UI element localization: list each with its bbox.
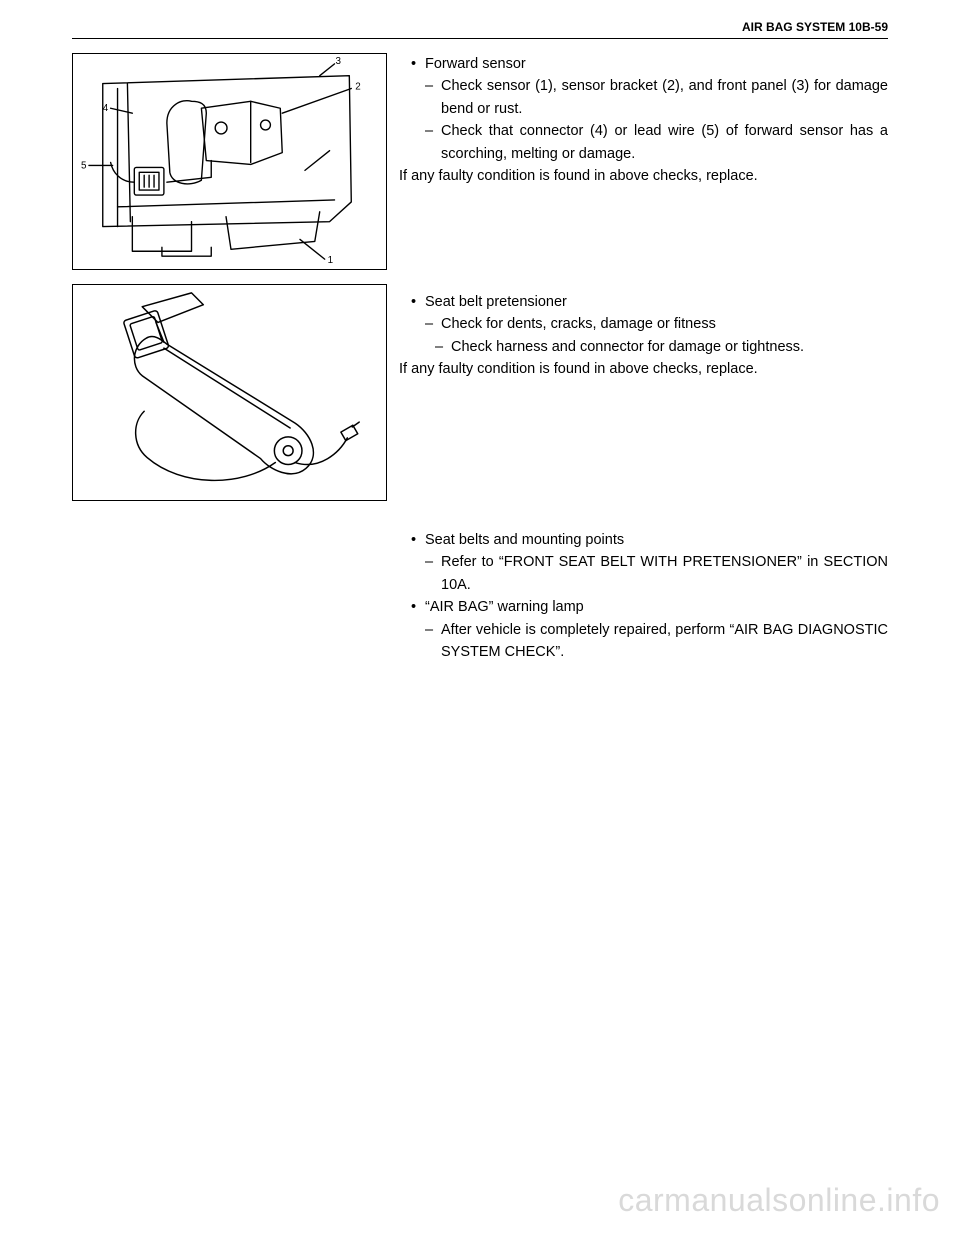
bullet-icon: • [411,291,425,313]
dash-text: Check harness and connector for damage o… [451,336,888,358]
bullet-icon: • [411,53,425,75]
bullet-icon: • [411,596,425,618]
dash-text: Check that connector (4) or lead wire (5… [441,120,888,165]
figure1-label-3: 3 [336,56,342,67]
plain-text: If any faulty condition is found in abov… [399,165,888,187]
dash-icon: – [435,336,451,358]
dash-icon: – [425,75,441,120]
bullet-text: Seat belt pretensioner [425,291,888,313]
section-seatbelts-mounting: • Seat belts and mounting points – Refer… [399,529,888,664]
dash-text: Check for dents, cracks, damage or fitne… [441,313,888,335]
page: AIR BAG SYSTEM 10B-59 [0,0,960,724]
dash-icon: – [425,313,441,335]
dash-icon: – [425,120,441,165]
figure-forward-sensor: 1 2 3 4 5 [72,53,387,270]
dash-icon: – [425,619,441,664]
plain-text: If any faulty condition is found in abov… [399,358,888,380]
bullet-text: Seat belts and mounting points [425,529,888,551]
bullet-icon: • [411,529,425,551]
figure1-label-2: 2 [355,82,360,93]
left-column: 1 2 3 4 5 [72,53,387,684]
watermark: carmanualsonline.info [618,1182,940,1219]
content-area: 1 2 3 4 5 [72,53,888,684]
figure1-label-5: 5 [81,160,87,171]
section-forward-sensor: • Forward sensor – Check sensor (1), sen… [399,53,888,271]
dash-text: Refer to “FRONT SEAT BELT WITH PRETENSIO… [441,551,888,596]
right-column: • Forward sensor – Check sensor (1), sen… [399,53,888,684]
header-title: AIR BAG SYSTEM 10B-59 [742,20,888,34]
figure-seatbelt-pretensioner [72,284,387,501]
bullet-text: Forward sensor [425,53,888,75]
dash-icon: – [425,551,441,596]
dash-text: After vehicle is completely repaired, pe… [441,619,888,664]
figure1-label-4: 4 [103,103,109,114]
page-header: AIR BAG SYSTEM 10B-59 [72,20,888,39]
figure1-label-1: 1 [328,255,333,266]
section-seatbelt-pretensioner: • Seat belt pretensioner – Check for den… [399,291,888,509]
dash-text: Check sensor (1), sensor bracket (2), an… [441,75,888,120]
bullet-text: “AIR BAG” warning lamp [425,596,888,618]
